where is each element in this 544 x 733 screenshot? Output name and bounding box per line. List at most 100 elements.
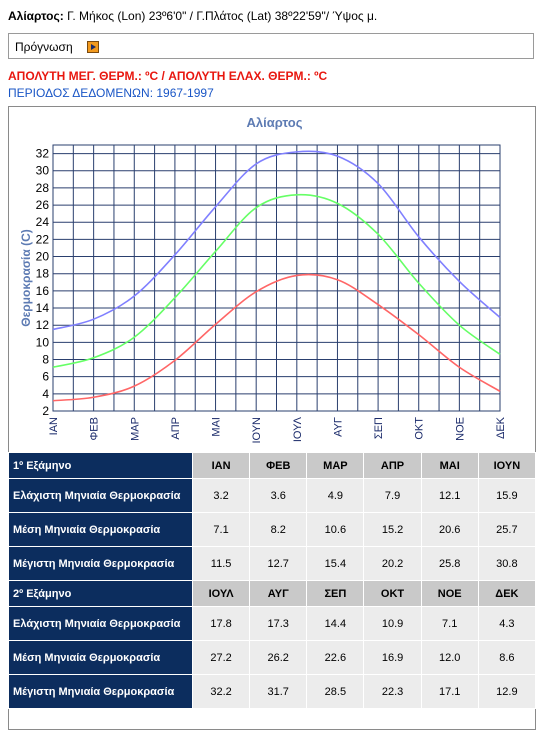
temperature-value: 32.2 — [191, 674, 251, 709]
temperature-value: 11.5 — [191, 546, 251, 581]
temperature-value: 22.6 — [306, 640, 365, 675]
temperature-value: 20.2 — [363, 546, 422, 581]
row-label: Μέγιστη Μηνιαία Θερμοκρασία — [8, 546, 193, 581]
y-tick-label: 20 — [36, 250, 50, 264]
temperature-value: 20.6 — [420, 512, 479, 547]
semester-label: 1º Εξάμηνο — [8, 452, 193, 479]
y-tick-label: 14 — [36, 301, 50, 315]
y-tick-label: 8 — [42, 353, 49, 367]
forecast-bar: Πρόγνωση — [8, 33, 534, 59]
x-tick-label: ΙΑΝ — [48, 417, 60, 435]
row-label: Ελάχιστη Μηνιαία Θερμοκρασία — [8, 606, 193, 641]
y-tick-label: 22 — [36, 232, 50, 246]
temperature-value: 7.1 — [420, 606, 479, 641]
climate-table: 1º Εξάμηνο ΙΑΝ ΦΕΒ ΜΑΡ ΑΠΡ ΜΑΙ ΙΟΥΝ Ελάχιστη Μη… — [8, 452, 537, 709]
row-label: Ελάχιστη Μηνιαία Θερμοκρασία — [8, 478, 193, 513]
y-tick-label: 18 — [36, 267, 50, 281]
arrow-right-icon[interactable] — [87, 41, 99, 53]
x-tick-label: ΝΟΕ — [454, 417, 466, 441]
temperature-value: 15.4 — [306, 546, 365, 581]
y-tick-label: 12 — [36, 318, 50, 332]
location-coords: Γ. Μήκος (Lon) 23º6'0" / Γ.Πλάτος (Lat) … — [67, 9, 378, 23]
month-header: ΑΥΓ — [249, 580, 308, 607]
temperature-value: 15.9 — [477, 478, 537, 513]
semester-header-row: 2º Εξάμηνο ΙΟΥΛ ΑΥΓ ΣΕΠ ΟΚΤ ΝΟΕ ΔΕΚ — [8, 580, 537, 607]
month-header: ΙΟΥΝ — [477, 452, 537, 479]
temperature-value: 10.9 — [363, 606, 422, 641]
temperature-value: 8.6 — [477, 640, 537, 675]
temperature-value: 27.2 — [191, 640, 251, 675]
temperature-value: 12.9 — [477, 674, 537, 709]
month-header: ΦΕΒ — [249, 452, 308, 479]
temperature-value: 17.1 — [420, 674, 479, 709]
forecast-label: Πρόγνωση — [15, 40, 73, 54]
table-row: Μέση Μηνιαία Θερμοκρασία 27.2 26.2 22.6 16.9… — [8, 640, 537, 675]
temperature-value: 17.3 — [249, 606, 308, 641]
y-tick-label: 16 — [36, 284, 50, 298]
table-row: Μέγιστη Μηνιαία Θερμοκρασία 11.5 12.7 15.4 2… — [8, 546, 537, 581]
x-tick-label: ΟΚΤ — [414, 417, 426, 440]
month-header: ΝΟΕ — [420, 580, 479, 607]
month-header: ΜΑΙ — [420, 452, 479, 479]
temperature-value: 4.3 — [477, 606, 537, 641]
temperature-value: 7.1 — [191, 512, 251, 547]
month-header: ΣΕΠ — [306, 580, 365, 607]
temperature-value: 15.2 — [363, 512, 422, 547]
x-tick-label: ΜΑΡ — [129, 417, 141, 441]
data-period: ΠΕΡΙΟΔΟΣ ΔΕΔΟΜΕΝΩΝ: 1967-1997 — [8, 86, 214, 100]
month-header: ΙΟΥΛ — [191, 580, 251, 607]
y-tick-label: 4 — [42, 387, 49, 401]
temperature-value: 12.7 — [249, 546, 308, 581]
month-header: ΟΚΤ — [363, 580, 422, 607]
x-tick-label: ΙΟΥΝ — [251, 417, 263, 444]
temperature-value: 25.7 — [477, 512, 537, 547]
month-header: ΜΑΡ — [306, 452, 365, 479]
y-tick-label: 24 — [36, 215, 50, 229]
x-tick-label: ΙΟΥΛ — [292, 416, 304, 442]
row-label: Μέση Μηνιαία Θερμοκρασία — [8, 640, 193, 675]
temperature-value: 12.0 — [420, 640, 479, 675]
temperature-value: 3.2 — [191, 478, 251, 513]
series-line-min — [52, 273, 501, 402]
temperature-value: 10.6 — [306, 512, 365, 547]
chart-title: Αλίαρτος — [246, 115, 302, 130]
semester-header-row: 1º Εξάμηνο ΙΑΝ ΦΕΒ ΜΑΡ ΑΠΡ ΜΑΙ ΙΟΥΝ — [8, 452, 537, 479]
row-label: Μέγιστη Μηνιαία Θερμοκρασία — [8, 674, 193, 709]
y-tick-label: 30 — [36, 164, 50, 178]
x-tick-label: ΣΕΠ — [373, 417, 385, 439]
month-header: ΑΠΡ — [363, 452, 422, 479]
temperature-value: 3.6 — [249, 478, 308, 513]
y-tick-label: 32 — [36, 147, 50, 161]
temperature-value: 26.2 — [249, 640, 308, 675]
temperature-value: 31.7 — [249, 674, 308, 709]
series-line-mean — [52, 193, 501, 369]
temperature-value: 17.8 — [191, 606, 251, 641]
temperature-value: 28.5 — [306, 674, 365, 709]
x-tick-label: ΑΠΡ — [170, 417, 182, 440]
absolute-temps: ΑΠΟΛΥΤΗ ΜΕΓ. ΘΕΡΜ.: ºC / ΑΠΟΛΥΤΗ ΕΛΑΧ. Θ… — [8, 69, 328, 83]
month-header: ΙΑΝ — [191, 452, 251, 479]
table-row: Ελάχιστη Μηνιαία Θερμοκρασία 17.8 17.3 14.4… — [8, 606, 537, 641]
y-axis-label: Θερμοκρασία (C) — [19, 229, 33, 327]
location-header: Αλίαρτος: Γ. Μήκος (Lon) 23º6'0" / Γ.Πλά… — [8, 9, 377, 23]
x-tick-label: ΜΑΙ — [211, 417, 223, 437]
y-tick-label: 10 — [36, 335, 50, 349]
temperature-value: 16.9 — [363, 640, 422, 675]
semester-label: 2º Εξάμηνο — [8, 580, 193, 607]
temperature-value: 7.9 — [363, 478, 422, 513]
y-tick-label: 6 — [42, 370, 49, 384]
temperature-value: 4.9 — [306, 478, 365, 513]
temperature-value: 14.4 — [306, 606, 365, 641]
month-header: ΔΕΚ — [477, 580, 537, 607]
x-tick-label: ΑΥΓ — [332, 417, 344, 437]
y-tick-label: 2 — [42, 404, 49, 418]
table-row: Μέση Μηνιαία Θερμοκρασία 7.1 8.2 10.6 15.2 20… — [8, 512, 537, 547]
temperature-value: 30.8 — [477, 546, 537, 581]
series-line-max — [52, 150, 501, 331]
temperature-value: 25.8 — [420, 546, 479, 581]
temperature-value: 22.3 — [363, 674, 422, 709]
location-name: Αλίαρτος: — [8, 9, 64, 23]
row-label: Μέση Μηνιαία Θερμοκρασία — [8, 512, 193, 547]
y-tick-label: 26 — [36, 198, 50, 212]
